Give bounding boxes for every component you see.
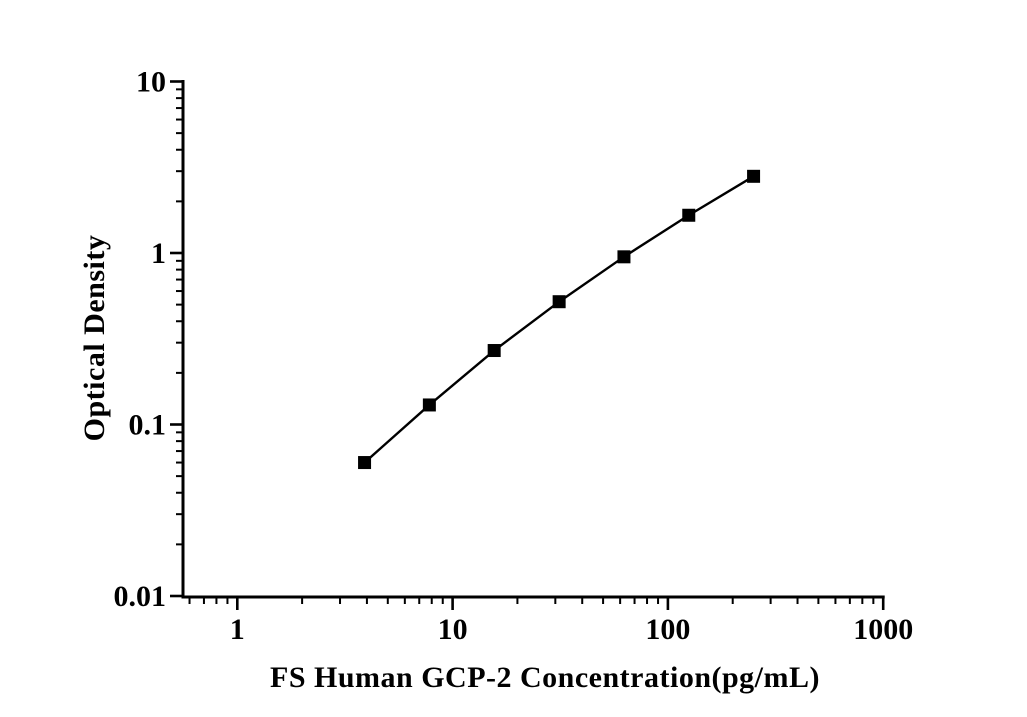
data-point-marker-5 xyxy=(617,250,631,264)
x-tick-label-10: 10 xyxy=(438,613,468,646)
data-point-marker-2 xyxy=(422,398,436,412)
data-point-marker-3 xyxy=(487,344,501,358)
y-tick-label-10: 10 xyxy=(136,66,166,99)
y-tick-label-0.01: 0.01 xyxy=(114,580,167,613)
y-tick-label-1: 1 xyxy=(151,237,166,270)
data-point-marker-1 xyxy=(358,456,372,470)
x-axis-title: FS Human GCP-2 Concentration(pg/mL) xyxy=(270,661,820,694)
x-tick-label-1000: 1000 xyxy=(853,613,913,646)
y-axis-title: Optical Density xyxy=(78,234,111,442)
data-point-marker-4 xyxy=(552,295,566,309)
data-point-marker-6 xyxy=(682,208,696,222)
data-point-marker-7 xyxy=(747,169,761,183)
x-tick-label-100: 100 xyxy=(645,613,690,646)
x-tick-label-1: 1 xyxy=(230,613,245,646)
y-tick-label-0.1: 0.1 xyxy=(129,409,167,442)
